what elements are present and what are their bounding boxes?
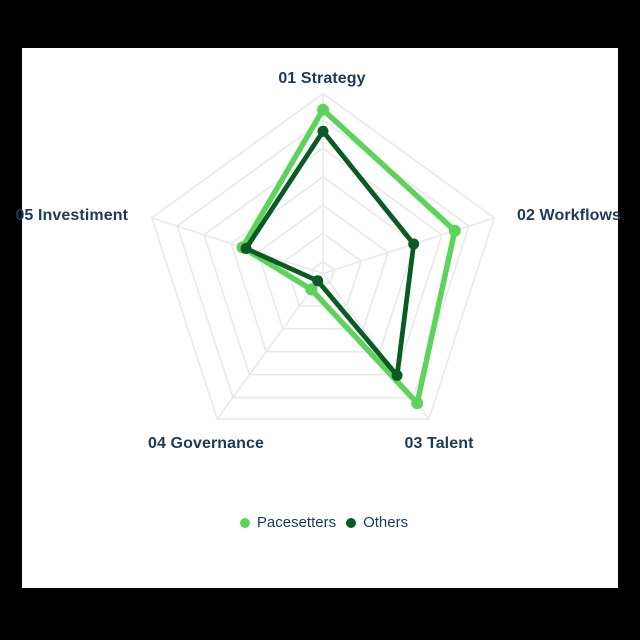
axis-label-investiment: 05 Investiment (15, 207, 128, 224)
data-point (411, 397, 424, 410)
data-point (317, 125, 329, 137)
legend-label-others: Others (363, 514, 409, 531)
axis-label-talent: 03 Talent (404, 435, 474, 452)
legend-dot-pacesetters-icon (239, 517, 250, 528)
axis-label-strategy: 01 Strategy (278, 70, 366, 87)
series-others (240, 125, 420, 381)
data-point (305, 283, 318, 296)
axis-label-workflows: 02 Workflows (517, 207, 622, 224)
axis-label-governance: 04 Governance (147, 435, 265, 452)
legend-label-pacesetters: Pacesetters (256, 514, 337, 531)
legend: Pacesetters Others (0, 514, 640, 531)
data-point (240, 243, 252, 254)
data-point (408, 238, 420, 250)
legend-item-others: Others (346, 514, 408, 531)
data-point (448, 224, 461, 237)
legend-item-pacesetters: Pacesetters (239, 514, 337, 531)
data-point (312, 275, 324, 287)
data-point (391, 369, 403, 381)
radar-grid (150, 92, 496, 420)
data-point (317, 103, 329, 116)
legend-dot-others-icon (346, 517, 357, 528)
